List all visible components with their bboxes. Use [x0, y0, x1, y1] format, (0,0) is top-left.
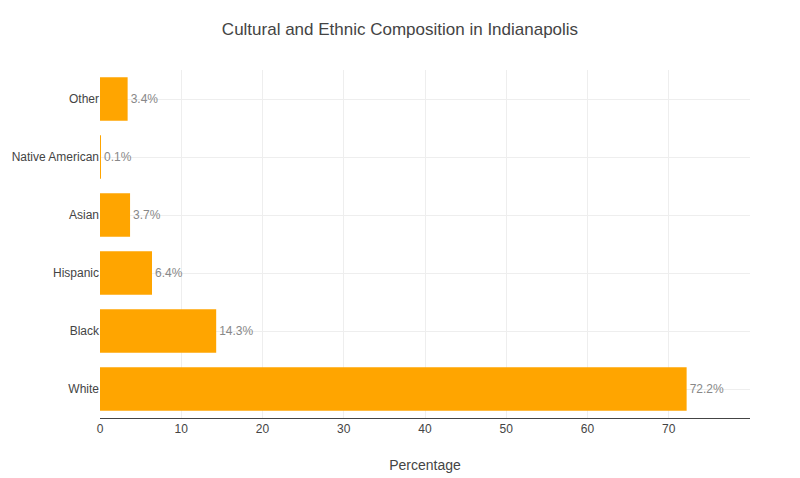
svg-text:0.1%: 0.1%	[104, 150, 132, 164]
svg-text:50: 50	[500, 422, 514, 436]
svg-text:20: 20	[256, 422, 270, 436]
svg-text:30: 30	[337, 422, 351, 436]
svg-text:70: 70	[662, 422, 676, 436]
svg-text:Asian: Asian	[69, 208, 99, 222]
svg-text:3.4%: 3.4%	[131, 92, 159, 106]
svg-text:Cultural and Ethnic Compositio: Cultural and Ethnic Composition in India…	[222, 20, 578, 39]
svg-text:3.7%: 3.7%	[133, 208, 161, 222]
svg-text:6.4%: 6.4%	[155, 266, 183, 280]
svg-text:0: 0	[97, 422, 104, 436]
svg-text:Other: Other	[69, 92, 99, 106]
svg-text:Native American: Native American	[12, 150, 99, 164]
svg-text:Hispanic: Hispanic	[53, 266, 99, 280]
svg-text:14.3%: 14.3%	[219, 324, 253, 338]
svg-text:White: White	[68, 382, 99, 396]
svg-text:Black: Black	[70, 324, 100, 338]
svg-text:Percentage: Percentage	[389, 457, 461, 473]
svg-text:60: 60	[581, 422, 595, 436]
svg-text:40: 40	[418, 422, 432, 436]
svg-text:72.2%: 72.2%	[690, 382, 724, 396]
svg-text:10: 10	[175, 422, 189, 436]
